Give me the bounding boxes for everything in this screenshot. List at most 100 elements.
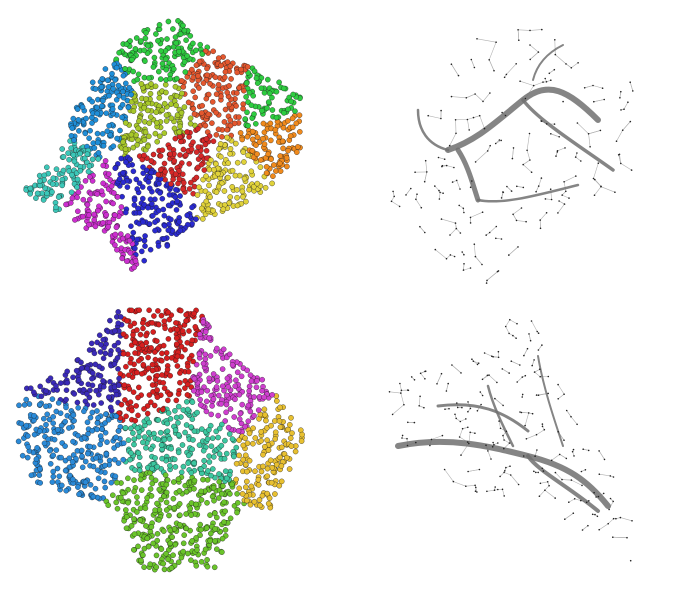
graph-node <box>247 372 254 378</box>
network-node <box>597 162 600 164</box>
graph-node <box>122 120 129 126</box>
graph-node <box>259 376 265 383</box>
graph-node <box>99 131 106 137</box>
graph-node <box>115 428 122 434</box>
graph-node <box>131 531 138 537</box>
graph-node <box>138 487 145 493</box>
graph-node <box>249 136 256 143</box>
network-node <box>542 470 545 472</box>
graph-node <box>53 447 60 453</box>
network-node <box>473 66 476 69</box>
network-node <box>499 427 502 430</box>
graph-node <box>27 191 33 197</box>
network-node <box>486 150 489 152</box>
graph-node <box>176 129 182 135</box>
network-node <box>467 401 469 403</box>
network-node <box>587 449 590 452</box>
network-node <box>451 364 453 366</box>
graph-node <box>142 58 148 64</box>
graph-node <box>70 152 77 158</box>
graph-node <box>106 92 112 99</box>
graph-node <box>95 475 102 482</box>
graph-node <box>21 402 28 408</box>
network-node <box>554 39 556 41</box>
graph-node <box>236 391 243 398</box>
network-node <box>488 59 490 61</box>
graph-node <box>123 80 129 87</box>
graph-node <box>259 107 265 114</box>
network-node <box>522 186 525 189</box>
network-node <box>465 97 468 99</box>
graph-node <box>211 166 217 173</box>
graph-node <box>221 455 228 462</box>
graph-node <box>143 523 149 529</box>
network-node <box>459 188 461 190</box>
graph-node <box>141 257 147 264</box>
graph-node <box>227 122 234 129</box>
graph-node <box>135 543 141 550</box>
network-node <box>482 100 484 103</box>
graph-node <box>213 428 219 435</box>
network-node <box>492 441 494 444</box>
network-node <box>557 398 559 400</box>
main-channel <box>455 147 481 203</box>
graph-node <box>117 371 123 377</box>
graph-node <box>259 492 266 499</box>
network-node <box>547 375 550 378</box>
graph-node <box>89 120 95 126</box>
graph-node <box>37 465 43 472</box>
main-channel <box>526 454 600 513</box>
graph-node <box>41 415 47 422</box>
graph-node <box>31 431 38 438</box>
graph-node <box>163 112 170 118</box>
network-node <box>561 194 563 196</box>
network-node <box>512 213 514 216</box>
graph-node <box>104 128 111 134</box>
graph-node <box>175 559 182 565</box>
graph-node <box>118 401 125 408</box>
graph-node <box>161 130 168 136</box>
flow-network-top-canvas <box>390 28 634 284</box>
network-edges <box>391 29 634 284</box>
network-node <box>596 515 599 518</box>
network-node <box>509 318 511 321</box>
network-node <box>509 474 512 476</box>
graph-node <box>34 445 40 451</box>
main-channel <box>416 108 450 152</box>
graph-node <box>153 552 160 559</box>
network-node <box>521 376 524 378</box>
graph-node <box>185 363 191 370</box>
network-node <box>456 402 458 404</box>
graph-node <box>66 425 72 431</box>
graph-node <box>216 471 222 477</box>
network-node <box>500 139 502 142</box>
graph-node <box>175 476 182 482</box>
graph-node <box>180 186 186 192</box>
graph-node <box>250 154 257 161</box>
graph-node <box>227 151 233 157</box>
graph-node <box>234 187 240 193</box>
graph-node <box>240 442 247 449</box>
graph-node <box>37 383 43 390</box>
network-node <box>462 207 465 210</box>
network-node <box>612 536 614 538</box>
network-node <box>545 212 548 214</box>
graph-node <box>64 368 70 375</box>
graph-node <box>154 387 160 393</box>
network-node <box>415 441 417 444</box>
network-node <box>533 371 536 373</box>
network-node <box>550 79 552 81</box>
graph-node <box>55 400 62 406</box>
graph-node <box>166 145 173 151</box>
graph-node <box>253 121 259 127</box>
graph-node <box>191 375 198 382</box>
graph-node <box>129 407 135 414</box>
graph-node <box>243 198 249 205</box>
network-node <box>535 394 538 396</box>
network-node <box>476 38 478 40</box>
graph-node <box>123 514 130 520</box>
network-node <box>401 437 403 439</box>
graph-node <box>143 445 149 451</box>
graph-node <box>260 451 266 458</box>
network-node <box>558 200 560 202</box>
